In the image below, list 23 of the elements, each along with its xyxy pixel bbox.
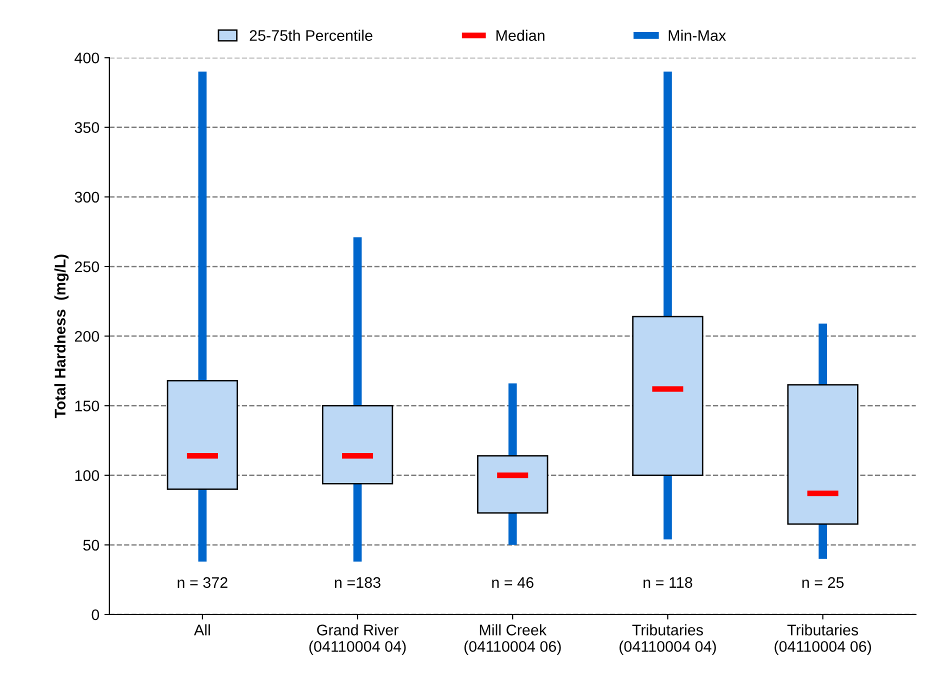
legend-label: 25-75th Percentile — [250, 30, 372, 41]
annotation: n = 46 — [492, 577, 534, 588]
x-tick-label: Grand River (04110004 04) — [309, 624, 406, 655]
y-tick-label: 400 — [74, 52, 100, 64]
y-tick-label: 200 — [74, 330, 100, 342]
y-tick-label: 250 — [74, 261, 100, 272]
annotation: n = 25 — [802, 577, 844, 588]
x-tick-label: Tributaries (04110004 04) — [620, 624, 716, 655]
annotation: n = 118 — [644, 577, 692, 588]
y-tick-label: 150 — [75, 400, 100, 412]
annotation: n =183 — [334, 577, 380, 588]
x-tick-label: All — [194, 624, 210, 636]
y-tick-label: 300 — [74, 192, 100, 203]
y-tick-label: 100 — [75, 470, 100, 481]
y-tick-label: 350 — [74, 122, 100, 133]
annotation: n = 372 — [178, 577, 228, 588]
x-tick-label: Tributaries (04110004 06) — [774, 624, 872, 655]
x-tick-label: Mill Creek (04110004 06) — [464, 624, 561, 655]
text: Median — [496, 30, 544, 41]
y-tick-label: 50 — [83, 540, 100, 551]
y-tick-label: 0 — [92, 609, 100, 620]
y-axis-title: Total Hardness (mg/L) — [54, 254, 69, 418]
text: Min-Max — [668, 30, 726, 41]
